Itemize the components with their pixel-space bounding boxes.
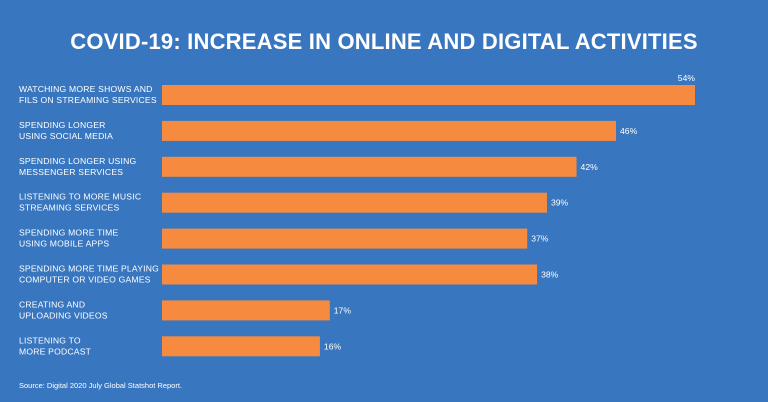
source-note: Source: Digital 2020 July Global Statsho… [19,381,183,390]
bar-7 [162,300,330,321]
category-label-line: WATCHING MORE SHOWS AND [19,84,153,94]
value-label: 17% [334,305,352,315]
value-label: 46% [620,126,638,136]
bar-4 [162,192,547,213]
category-label-line: MORE PODCAST [19,346,92,356]
value-label: 39% [551,198,569,208]
value-label: 38% [541,270,559,280]
category-label: SPENDING MORE TIME USING MOBILE APPS [19,228,118,249]
category-label: SPENDING LONGER USING SOCIAL MEDIA [19,120,113,141]
category-label: LISTENING TO MORE PODCAST [19,335,92,356]
category-label-line: SPENDING MORE TIME [19,228,118,238]
bar-5 [162,228,528,249]
value-label: 42% [581,162,599,172]
bar-3 [162,156,577,177]
category-label-line: LISTENING TO [19,335,81,345]
category-label-line: CREATING AND [19,299,85,309]
category-label-line: SPENDING MORE TIME PLAYING [19,264,159,274]
category-label: WATCHING MORE SHOWS AND FILS ON STREAMING… [19,84,157,105]
bar-8 [162,336,320,357]
category-label-line: FILS ON STREAMING SERVICES [19,95,157,105]
value-label: 37% [531,234,549,244]
bar-6 [162,264,538,285]
category-label-line: MESSENGER SERVICES [19,167,123,177]
category-label-line: USING SOCIAL MEDIA [19,131,113,141]
category-label-line: STREAMING SERVICES [19,203,119,213]
category-label-line: SPENDING LONGER [19,120,106,130]
bar-1 [162,85,695,105]
value-label: 16% [324,341,342,351]
category-label-line: SPENDING LONGER USING [19,156,136,166]
bar-2 [162,120,617,141]
category-label-line: LISTENING TO MORE MUSIC [19,192,141,202]
chart-title: COVID-19: INCREASE IN ONLINE AND DIGITAL… [70,29,698,54]
category-label: CREATING AND UPLOADING VIDEOS [19,299,108,320]
category-label: SPENDING LONGER USING MESSENGER SERVICES [19,156,136,177]
bars-layer: WATCHING MORE SHOWS AND FILS ON STREAMING… [19,73,696,357]
value-label: 54% [678,73,696,83]
category-label: LISTENING TO MORE MUSIC STREAMING SERVICE… [19,192,141,213]
category-label-line: COMPUTER OR VIDEO GAMES [19,275,151,285]
category-label-line: USING MOBILE APPS [19,239,109,249]
category-label: SPENDING MORE TIME PLAYING COMPUTER OR VI… [19,264,159,285]
category-label-line: UPLOADING VIDEOS [19,310,108,320]
